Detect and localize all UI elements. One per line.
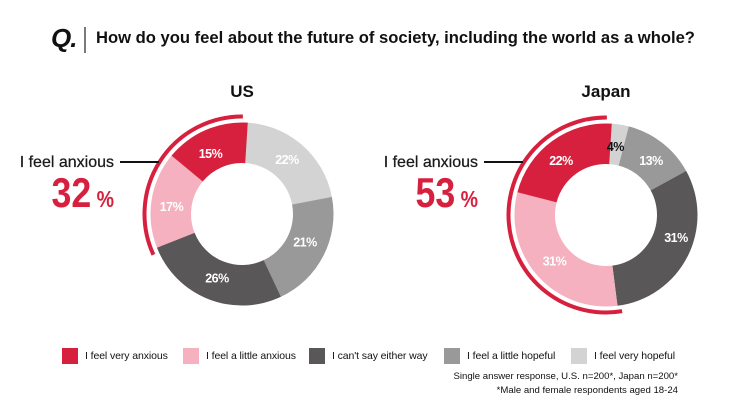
svg-text:22%: 22%: [549, 154, 573, 168]
svg-text:22%: 22%: [275, 153, 299, 167]
svg-text:26%: 26%: [205, 272, 229, 286]
svg-text:21%: 21%: [293, 236, 317, 250]
svg-text:13%: 13%: [639, 154, 663, 168]
svg-text:17%: 17%: [160, 200, 184, 214]
svg-text:31%: 31%: [664, 231, 688, 245]
svg-text:15%: 15%: [199, 147, 223, 161]
svg-text:31%: 31%: [543, 255, 567, 269]
svg-text:4%: 4%: [607, 140, 624, 154]
